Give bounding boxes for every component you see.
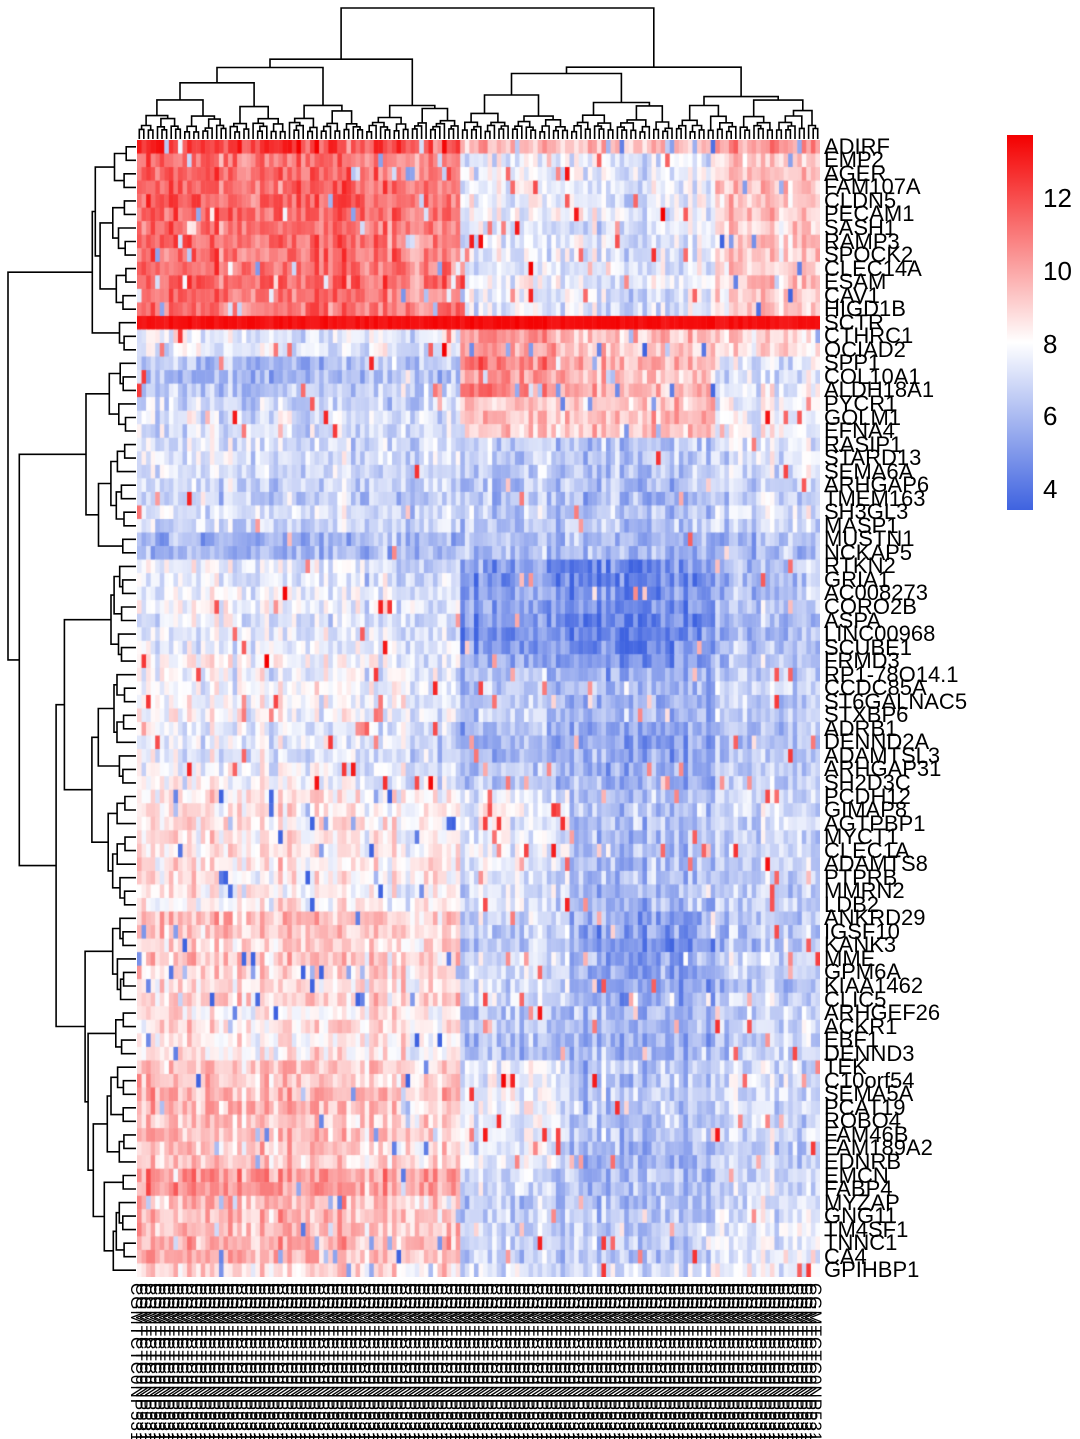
- row-label: DENND2A: [824, 729, 930, 755]
- row-label: SPOCK2: [824, 242, 914, 268]
- row-label: SPP1: [824, 350, 881, 376]
- row-label: TM4SF1: [824, 1216, 909, 1242]
- row-label: ARHGAP31: [824, 756, 942, 782]
- heatmap-canvas: [137, 140, 820, 1277]
- row-label: PYCR1: [824, 390, 898, 416]
- row-label: FRMD3: [824, 648, 900, 674]
- row-label: MUSTN1: [824, 526, 915, 552]
- row-label: GRIA1: [824, 566, 891, 592]
- row-label: STXBP6: [824, 702, 909, 728]
- row-label: TMEM163: [824, 485, 926, 511]
- row-label: FAM107A: [824, 174, 921, 200]
- row-label: HIGD1B: [824, 296, 906, 322]
- row-label: SASH1: [824, 215, 897, 240]
- row-label: EMCN: [824, 1162, 889, 1188]
- row-label: TNNC1: [824, 1230, 898, 1256]
- row-label: SCUBE1: [824, 634, 913, 660]
- row-label: ALDH18A1: [824, 377, 935, 403]
- row-label: RTKN2: [824, 553, 896, 579]
- row-label: LDB2: [824, 891, 880, 917]
- row-label: CA4: [824, 1243, 867, 1269]
- row-label: CTHRC1: [824, 323, 914, 349]
- row-label: PCDH12: [824, 783, 911, 809]
- colorbar-tick-label: 12: [1043, 182, 1072, 213]
- row-label: OCIAD2: [824, 336, 906, 362]
- row-label: PTPRB: [824, 864, 898, 890]
- column-dendrogram: [138, 7, 819, 139]
- row-label: ROBO4: [824, 1108, 902, 1134]
- colorbar-tick-label: 4: [1043, 474, 1058, 505]
- row-label: GOLM1: [824, 404, 902, 430]
- row-label: AC008273: [824, 580, 928, 606]
- row-label: SCTR: [824, 309, 884, 335]
- colorbar-tick-label: 8: [1043, 328, 1058, 359]
- row-label: RP1-78O14.1: [824, 661, 959, 687]
- row-label: EDNRB: [824, 1148, 902, 1174]
- row-label: ADAMTS8: [824, 851, 928, 877]
- row-label: MMRN2: [824, 878, 905, 904]
- colorbar-tick-label: 6: [1043, 401, 1058, 432]
- row-label: ST6GALNAC5: [824, 688, 968, 714]
- row-label: CCDC85A: [824, 675, 927, 701]
- row-label: ACKR1: [824, 1013, 898, 1039]
- row-label: PECAM1: [824, 201, 915, 227]
- row-label: GPM6A: [824, 959, 902, 985]
- row-label: LINC00968: [824, 621, 936, 647]
- row-label: ASPA: [824, 607, 882, 633]
- row-label: EFNA4: [824, 418, 895, 443]
- row-label: CLEC14A: [824, 255, 922, 281]
- row-label: CORO2B: [824, 594, 917, 619]
- row-label: ADIRF: [824, 133, 890, 159]
- row-label: CLIC5: [824, 986, 887, 1012]
- row-label: FABP4: [824, 1176, 893, 1201]
- row-label: CLDN5: [824, 187, 897, 213]
- row-label: AGTPBP1: [824, 810, 926, 836]
- row-label: SEMA6A: [824, 458, 914, 484]
- row-label: C10orf54: [824, 1067, 915, 1093]
- row-label: EBF1: [824, 1027, 880, 1053]
- row-label: CAV1: [824, 282, 880, 308]
- row-dendrogram: [7, 146, 136, 1271]
- row-label: NCKAP5: [824, 539, 913, 565]
- row-label: SH2D3C: [824, 769, 911, 795]
- row-label: ADRB1: [824, 715, 898, 741]
- row-label: ESAM: [824, 269, 887, 295]
- row-label: ANKRD29: [824, 905, 926, 931]
- row-label: SEMA5A: [824, 1081, 914, 1107]
- row-label: ARHGEF26: [824, 1000, 941, 1026]
- row-label: ADAMTSL3: [824, 742, 941, 768]
- row-label: STARD13: [824, 445, 922, 471]
- row-label: CLEC1A: [824, 837, 910, 863]
- row-label: EMP2: [824, 147, 884, 173]
- row-label: FAM189A2: [824, 1135, 933, 1161]
- row-label: RASIP1: [824, 431, 903, 457]
- row-label: AGER: [824, 160, 887, 186]
- row-label: FAM46B: [824, 1121, 909, 1147]
- row-label: ARHGAP6: [824, 472, 930, 498]
- colorbar-tick-label: 10: [1043, 255, 1072, 286]
- row-label: KIAA1462: [824, 973, 924, 998]
- row-label: IGSF10: [824, 918, 900, 944]
- row-label: MME: [824, 945, 876, 971]
- row-label: TEK: [824, 1054, 867, 1080]
- row-label: GIMAP8: [824, 797, 908, 822]
- colorbar-gradient: [1007, 135, 1033, 510]
- row-label: GPIHBP1: [824, 1257, 920, 1283]
- row-label: COL10A1: [824, 363, 921, 389]
- row-label: SH3GL3: [824, 499, 909, 525]
- row-label: DENND3: [824, 1040, 915, 1066]
- row-label: GNG11: [824, 1203, 897, 1229]
- row-label: MYZAP: [824, 1189, 900, 1215]
- column-label: CGMTCTC0NP531: [805, 1283, 825, 1439]
- row-label: KANK3: [824, 932, 897, 958]
- row-label: MASP1: [824, 512, 899, 538]
- row-label: RAMP3: [824, 228, 900, 254]
- row-label: PCAT19: [824, 1094, 906, 1120]
- row-label: MYCT1: [824, 824, 899, 850]
